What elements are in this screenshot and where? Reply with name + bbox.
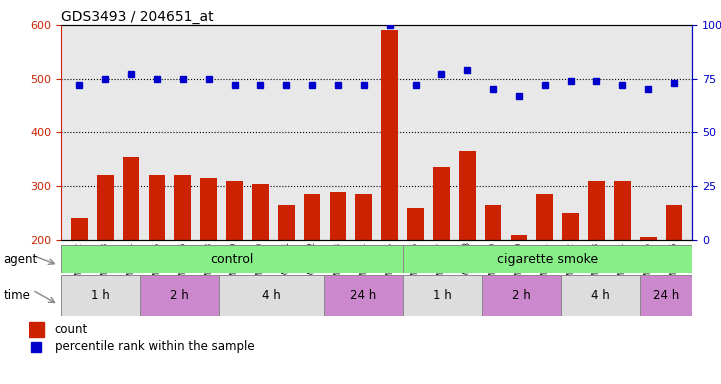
Bar	[329, 192, 346, 240]
Bar	[510, 235, 527, 240]
Bar	[97, 175, 114, 240]
Bar	[61, 275, 140, 316]
Bar	[140, 275, 219, 316]
Text: cigarette smoke: cigarette smoke	[497, 253, 598, 265]
Text: 2 h: 2 h	[170, 289, 189, 302]
Bar	[433, 167, 450, 240]
Bar	[640, 237, 657, 240]
Bar	[61, 245, 403, 273]
Bar	[588, 181, 605, 240]
Text: 4 h: 4 h	[590, 289, 609, 302]
Text: 24 h: 24 h	[350, 289, 376, 302]
Bar	[123, 157, 139, 240]
Text: percentile rank within the sample: percentile rank within the sample	[55, 340, 255, 353]
Bar	[200, 178, 217, 240]
Bar	[459, 151, 476, 240]
Text: time: time	[4, 289, 30, 302]
Text: 4 h: 4 h	[262, 289, 281, 302]
Bar	[665, 205, 683, 240]
Bar	[403, 275, 482, 316]
Bar	[355, 194, 372, 240]
Text: agent: agent	[4, 253, 38, 265]
Text: 1 h: 1 h	[433, 289, 452, 302]
Text: count: count	[55, 323, 88, 336]
Bar	[324, 275, 403, 316]
Bar	[640, 275, 692, 316]
Bar	[562, 213, 579, 240]
Text: control: control	[211, 253, 254, 265]
Bar	[536, 194, 553, 240]
Text: GDS3493 / 204651_at: GDS3493 / 204651_at	[61, 10, 214, 24]
Bar	[407, 208, 424, 240]
Bar	[482, 275, 561, 316]
Bar	[278, 205, 295, 240]
Bar	[381, 30, 398, 240]
Bar	[149, 175, 165, 240]
Bar	[71, 218, 88, 240]
Text: 2 h: 2 h	[512, 289, 531, 302]
Text: 1 h: 1 h	[92, 289, 110, 302]
Text: 24 h: 24 h	[653, 289, 679, 302]
Bar	[29, 322, 44, 337]
Bar	[226, 181, 243, 240]
Bar	[219, 275, 324, 316]
Bar	[403, 245, 692, 273]
Bar	[252, 184, 269, 240]
Bar	[614, 181, 631, 240]
Bar	[485, 205, 502, 240]
Bar	[174, 175, 191, 240]
Bar	[561, 275, 640, 316]
Bar	[304, 194, 321, 240]
